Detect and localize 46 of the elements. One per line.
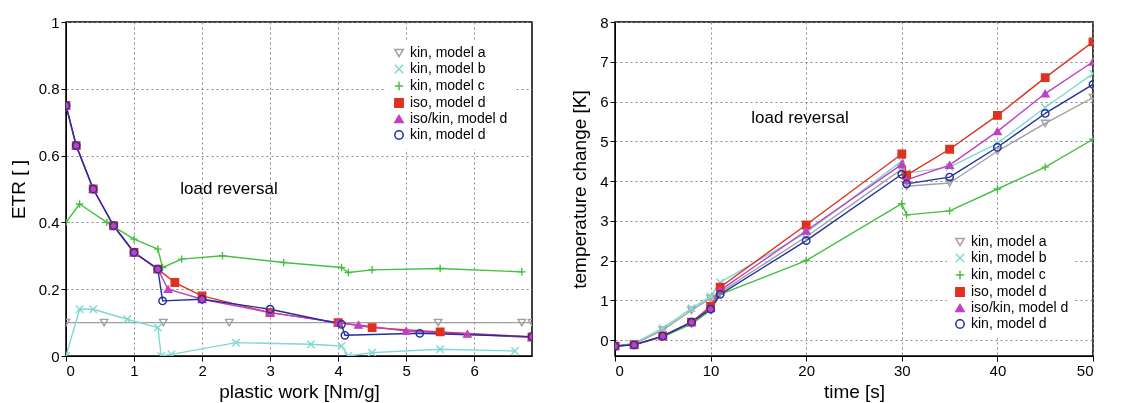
legend-label: kin, model b xyxy=(410,60,486,76)
legend-label: iso, model d xyxy=(410,94,486,110)
x-tick-label: 50 xyxy=(1076,361,1094,379)
x-tick-label: 10 xyxy=(702,361,720,379)
legend-label: kin, model c xyxy=(410,77,485,93)
y-tick-label: 0.6 xyxy=(38,147,60,165)
x-axis-title: time [s] xyxy=(823,380,886,402)
y-tick-label: 1 xyxy=(51,13,60,31)
y-tick-label: 5 xyxy=(600,132,609,150)
x-tick-label: 40 xyxy=(989,361,1007,379)
y-tick-label: 1 xyxy=(600,291,609,309)
x-axis-title: plastic work [Nm/g] xyxy=(219,380,380,402)
y-tick-label: 8 xyxy=(600,13,609,31)
x-tick-label: 0 xyxy=(615,361,624,379)
y-tick-label: 0.4 xyxy=(38,213,60,231)
y-tick-label: 0 xyxy=(600,331,609,349)
legend-label: kin, model a xyxy=(410,44,486,60)
legend-label: iso/kin, model d xyxy=(971,299,1069,315)
legend-label: iso/kin, model d xyxy=(410,110,508,126)
x-tick-label: 6 xyxy=(470,361,479,379)
y-tick-label: 7 xyxy=(600,53,609,71)
legend-label: kin, model d xyxy=(410,126,486,142)
y-tick-label: 2 xyxy=(600,252,609,270)
legend-label: kin, model c xyxy=(971,266,1046,282)
legend-label: kin, model b xyxy=(971,249,1047,265)
x-tick-label: 20 xyxy=(798,361,816,379)
x-tick-label: 0 xyxy=(66,361,75,379)
x-tick-label: 2 xyxy=(198,361,207,379)
annotation: load reversal xyxy=(180,179,278,198)
y-tick-label: 0 xyxy=(51,347,60,365)
x-tick-label: 1 xyxy=(130,361,139,379)
y-tick-label: 6 xyxy=(600,93,609,111)
legend-label: iso, model d xyxy=(971,283,1047,299)
y-axis-title: ETR [ ] xyxy=(7,159,29,220)
y-axis-title: temperature change [K] xyxy=(569,90,591,289)
legend-label: kin, model a xyxy=(971,233,1047,249)
x-tick-label: 3 xyxy=(266,361,275,379)
x-tick-label: 30 xyxy=(893,361,911,379)
y-tick-label: 0.2 xyxy=(38,280,60,298)
y-tick-label: 4 xyxy=(600,172,609,190)
annotation: load reversal xyxy=(751,108,849,127)
y-tick-label: 0.8 xyxy=(38,80,60,98)
legend-label: kin, model d xyxy=(971,315,1047,331)
y-tick-label: 3 xyxy=(600,212,609,230)
x-tick-label: 5 xyxy=(402,361,411,379)
x-tick-label: 4 xyxy=(334,361,343,379)
